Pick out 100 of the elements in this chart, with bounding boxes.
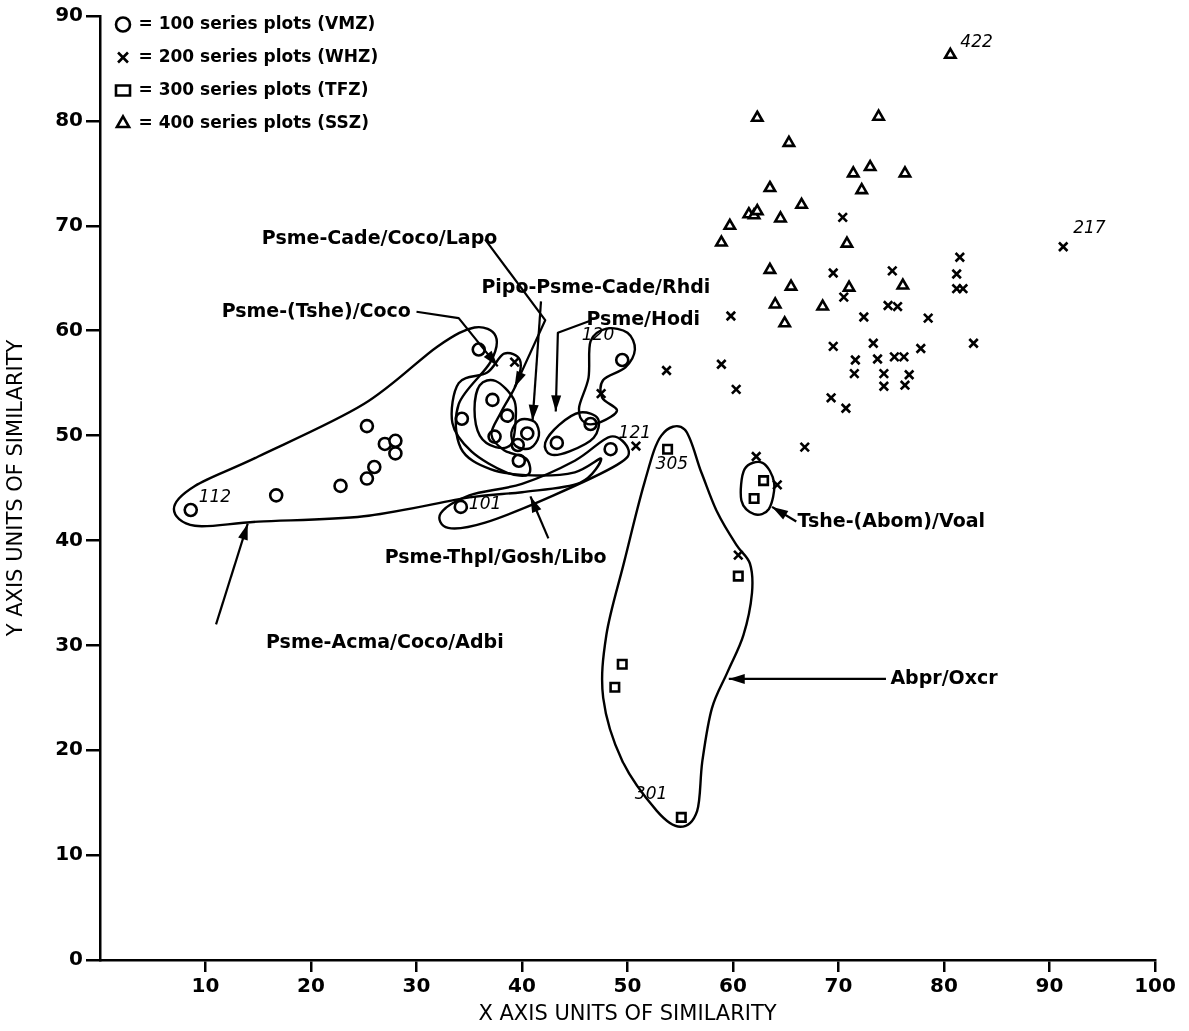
annotation: Psme-Cade/Coco/Lapo bbox=[261, 226, 498, 249]
point bbox=[616, 658, 628, 670]
point bbox=[778, 316, 792, 328]
point bbox=[763, 262, 777, 275]
point bbox=[838, 291, 850, 303]
point bbox=[715, 358, 727, 370]
x-axis-title: X AXIS UNITS OF SIMILARITY bbox=[478, 1000, 777, 1025]
point bbox=[782, 135, 796, 148]
x-tick-label: 90 bbox=[1035, 973, 1064, 998]
annotation: 217 bbox=[1073, 216, 1106, 237]
point bbox=[333, 478, 348, 494]
point bbox=[848, 368, 860, 380]
x-tick-label: 100 bbox=[1134, 973, 1176, 998]
point bbox=[388, 433, 403, 449]
point bbox=[630, 440, 642, 452]
point bbox=[957, 283, 969, 295]
point bbox=[768, 297, 782, 309]
point bbox=[898, 351, 910, 363]
y-axis-title: Y AXIS UNITS OF SIMILARITY bbox=[3, 339, 28, 638]
point bbox=[827, 267, 839, 279]
point bbox=[840, 402, 852, 414]
point bbox=[773, 211, 787, 223]
point bbox=[730, 383, 742, 395]
point bbox=[886, 265, 898, 277]
annotation: Abpr/Oxcr bbox=[890, 665, 999, 688]
annotation: 422 bbox=[960, 30, 993, 51]
point bbox=[660, 364, 673, 377]
legend-label: = 200 series plots (WHZ) bbox=[138, 45, 379, 66]
x-tick-label: 70 bbox=[824, 973, 853, 998]
y-tick-label: 80 bbox=[55, 107, 83, 132]
point bbox=[896, 278, 910, 290]
point bbox=[842, 280, 856, 292]
annotation: Psme-Thpl/Gosh/Libo bbox=[384, 545, 607, 568]
point bbox=[922, 312, 934, 324]
point bbox=[954, 251, 966, 263]
point bbox=[748, 492, 760, 505]
point bbox=[825, 392, 837, 404]
x-tick-label: 80 bbox=[930, 973, 958, 998]
point bbox=[771, 479, 783, 491]
y-tick-label: 10 bbox=[55, 841, 83, 866]
point bbox=[858, 311, 870, 323]
y-tick-label: 70 bbox=[55, 211, 83, 236]
point bbox=[750, 450, 762, 463]
annotation: 101 bbox=[468, 492, 502, 513]
point bbox=[799, 441, 811, 453]
point bbox=[882, 299, 894, 312]
point bbox=[867, 337, 879, 349]
point bbox=[714, 235, 728, 247]
point bbox=[849, 354, 861, 366]
point bbox=[662, 443, 674, 455]
legend-label: = 100 series plots (VMZ) bbox=[138, 12, 376, 33]
point bbox=[732, 570, 744, 582]
point bbox=[609, 681, 621, 693]
point bbox=[750, 203, 764, 216]
x-tick-label: 10 bbox=[191, 973, 220, 998]
x-tick-label: 20 bbox=[297, 973, 325, 998]
point bbox=[359, 471, 375, 486]
point bbox=[840, 236, 854, 248]
legend-label: = 300 series plots (TFZ) bbox=[138, 78, 369, 99]
point bbox=[915, 342, 927, 355]
x-tick-label: 30 bbox=[402, 973, 431, 998]
point bbox=[892, 301, 904, 313]
point bbox=[388, 446, 403, 461]
point bbox=[453, 499, 469, 515]
point bbox=[595, 388, 607, 400]
point bbox=[816, 299, 830, 311]
point bbox=[750, 110, 764, 123]
y-tick-label: 40 bbox=[55, 526, 83, 551]
point bbox=[951, 283, 963, 295]
point bbox=[943, 47, 957, 60]
point bbox=[509, 356, 521, 368]
y-tick-label: 90 bbox=[55, 2, 83, 27]
point bbox=[795, 197, 809, 210]
point bbox=[951, 268, 963, 280]
point bbox=[485, 392, 500, 408]
point bbox=[763, 180, 777, 193]
y-tick-label: 60 bbox=[55, 316, 83, 341]
point bbox=[903, 369, 915, 381]
annotation: 121 bbox=[618, 422, 652, 443]
point bbox=[499, 408, 515, 423]
annotation: Psme-Acma/Coco/Adbi bbox=[266, 630, 504, 653]
x-tick-label: 60 bbox=[719, 973, 747, 998]
point bbox=[723, 218, 737, 231]
annotation: 112 bbox=[198, 486, 232, 507]
point bbox=[183, 502, 199, 518]
point bbox=[603, 441, 618, 457]
point bbox=[732, 549, 744, 561]
x-tick-label: 50 bbox=[613, 973, 642, 998]
point bbox=[846, 166, 860, 178]
y-tick-label: 50 bbox=[55, 421, 83, 446]
point bbox=[367, 459, 382, 475]
legend-label: = 400 series plots (SSZ) bbox=[138, 111, 369, 132]
y-tick-label: 0 bbox=[69, 946, 83, 971]
point bbox=[614, 352, 630, 368]
point bbox=[899, 379, 911, 391]
point bbox=[827, 340, 839, 352]
point bbox=[855, 182, 869, 195]
annotation: Psme-(Tshe)/Coco bbox=[221, 298, 411, 321]
point bbox=[359, 418, 375, 434]
annotation: Tshe-(Abom)/Voal bbox=[797, 508, 986, 531]
